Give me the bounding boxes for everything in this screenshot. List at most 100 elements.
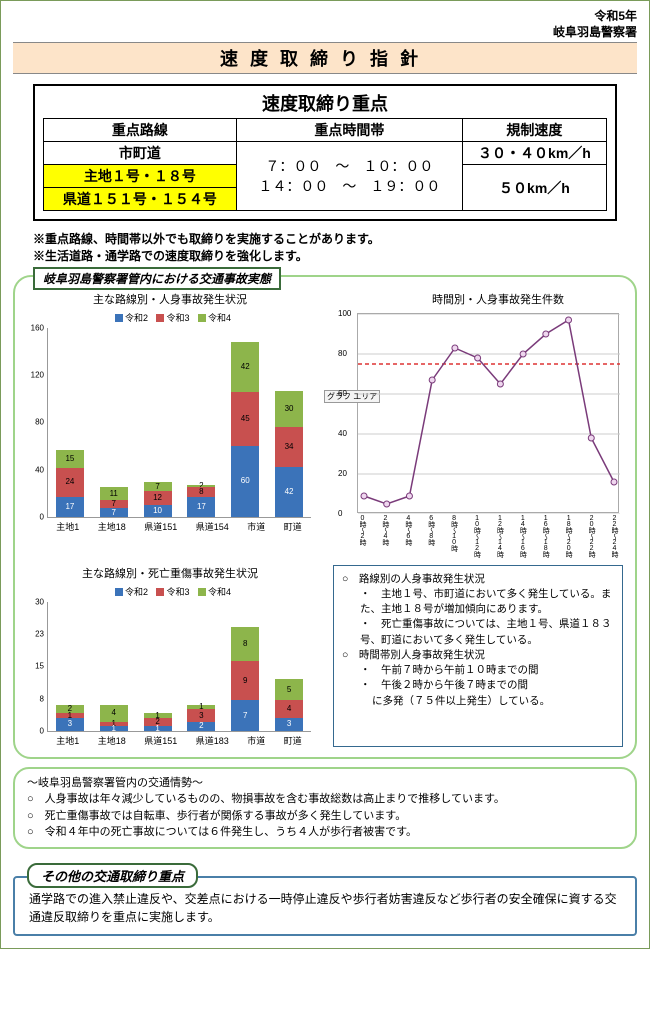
speed-1: ５０km／h — [462, 165, 606, 211]
stats-section: 岐阜羽島警察署管内における交通事故実態 主な路線別・人身事故発生状況 令和2 令… — [13, 275, 637, 759]
bar-seg-r4: 15 — [56, 450, 84, 468]
bullet-line: ○ 時間帯別人身事故発生状況 — [342, 648, 614, 663]
bar-seg-r2: 17 — [187, 497, 215, 517]
bullet-line: ○ 路線別の人身事故発生状況 — [342, 572, 614, 587]
linechart-xlabels: 0時〜2時2時〜4時4時〜6時6時〜8時8時〜10時10時〜12時12時〜14時… — [357, 515, 619, 557]
time-range: ７：００ 〜 １０：００ １４：００ 〜 １９：００ — [236, 142, 462, 211]
chart2-xlabels: 主地1主地18県道151県道183市道町道 — [47, 734, 311, 747]
speed-0: ３０・４０km／h — [462, 142, 606, 165]
time-x-label: 2時〜4時 — [380, 515, 390, 557]
legend-r3: 令和3 — [166, 587, 189, 597]
chart1-legend: 令和2 令和3 令和4 — [25, 311, 315, 324]
chart1-xlabels: 主地1主地18県道151県道154市道町道 — [47, 520, 311, 533]
x-label: 主地1 — [56, 520, 79, 533]
route-1: 主地１号・１８号 — [44, 165, 237, 188]
legend-sq-r3 — [156, 588, 164, 596]
bar-col: 345 — [275, 679, 303, 731]
col-speed: 規制速度 — [462, 119, 606, 142]
chart1-title: 主な路線別・人身事故発生状況 — [25, 291, 315, 307]
priority-box: 速度取締り重点 重点路線 重点時間帯 規制速度 市町道 ７：００ 〜 １０：００… — [33, 84, 617, 221]
legend-sq-r4 — [198, 588, 206, 596]
bar-col: 798 — [231, 627, 259, 731]
legend-sq-r2 — [115, 588, 123, 596]
bar-seg-r3: 3 — [187, 709, 215, 722]
bar-seg-r2: 1 — [100, 726, 128, 730]
chart-injury-by-route: 主な路線別・人身事故発生状況 令和2 令和3 令和4 04080120160 1… — [25, 291, 315, 557]
bar-seg-r3: 9 — [231, 661, 259, 700]
x-label: 主地18 — [98, 734, 126, 747]
bullet-line: ・ 死亡重傷事故については、主地１号、県道１８３号、町道において多く発生している… — [342, 617, 614, 647]
bar-col: 231 — [187, 705, 215, 731]
bar-col: 121 — [144, 713, 172, 730]
linechart-plot: グラフ エリア 020406080100 — [357, 313, 619, 513]
bar-seg-r2: 7 — [100, 508, 128, 516]
x-label: 町道 — [284, 520, 302, 533]
priority-table: 重点路線 重点時間帯 規制速度 市町道 ７：００ 〜 １０：００ １４：００ 〜… — [43, 118, 607, 211]
stats-title: 岐阜羽島警察署管内における交通事故実態 — [33, 267, 281, 290]
bar-seg-r4: 11 — [100, 487, 128, 500]
bullet-line: ・ 午前７時から午前１０時までの間 — [342, 663, 614, 678]
chart2-title: 主な路線別・死亡重傷事故発生状況 — [25, 565, 315, 581]
bullet-line: に多発（７５件以上発生）している。 — [342, 694, 614, 709]
chart-by-time: 時間別・人身事故発生件数 グラフ エリア 020406080100 0時〜2時 2… — [333, 291, 623, 557]
x-label: 県道154 — [196, 520, 229, 533]
legend-r2: 令和2 — [125, 313, 148, 323]
chart2-plot: 08152330 312114121231798345 — [47, 602, 311, 732]
x-label: 県道151 — [144, 520, 177, 533]
time-x-label: 22時〜24時 — [609, 515, 619, 557]
office-name: 岐阜羽島警察署 — [13, 25, 637, 41]
bar-seg-r3: 45 — [231, 392, 259, 445]
legend-r2: 令和2 — [125, 587, 148, 597]
bar-seg-r3: 4 — [275, 700, 303, 717]
bar-col: 114 — [100, 705, 128, 731]
priority-heading: 速度取締り重点 — [43, 90, 607, 116]
analysis-bullets: ○ 路線別の人身事故発生状況・ 主地１号、市町道において多く発生している。また、… — [333, 565, 623, 747]
bar-seg-r3: 34 — [275, 427, 303, 467]
bar-seg-r4: 7 — [144, 482, 172, 490]
bar-seg-r2: 3 — [275, 718, 303, 731]
col-time: 重点時間帯 — [236, 119, 462, 142]
bar-seg-r3: 12 — [144, 491, 172, 505]
time-x-label: 14時〜16時 — [517, 515, 527, 557]
legend-sq-r2 — [115, 314, 123, 322]
legend-r3: 令和3 — [166, 313, 189, 323]
x-label: 県道183 — [196, 734, 229, 747]
situation-heading: 〜岐阜羽島警察署管内の交通情勢〜 — [27, 775, 623, 792]
header-meta: 令和5年 岐阜羽島警察署 — [13, 9, 637, 40]
situation-line-1: ○ 死亡重傷事故では自転車、歩行者が関係する事故が多く発生しています。 — [27, 808, 623, 825]
traffic-situation: 〜岐阜羽島警察署管内の交通情勢〜 ○ 人身事故は年々減少しているものの、物損事故… — [13, 767, 637, 849]
time-x-label: 10時〜12時 — [472, 515, 482, 557]
time-x-label: 16時〜18時 — [540, 515, 550, 557]
bar-col: 312 — [56, 705, 84, 731]
page-title: 速度取締り指針 — [13, 42, 637, 74]
bar-seg-r2: 2 — [187, 722, 215, 731]
x-label: 県道151 — [144, 734, 177, 747]
linechart-title: 時間別・人身事故発生件数 — [373, 291, 623, 307]
legend-sq-r3 — [156, 314, 164, 322]
bar-seg-r2: 7 — [231, 700, 259, 730]
bar-seg-r4: 30 — [275, 391, 303, 427]
legend-r4: 令和4 — [208, 313, 231, 323]
bar-seg-r2: 60 — [231, 446, 259, 517]
bar-seg-r2: 42 — [275, 467, 303, 517]
note-0: ※重点路線、時間帯以外でも取締りを実施することがあります。 — [33, 231, 617, 248]
time-x-label: 8時〜10時 — [449, 515, 459, 557]
time-x-label: 0時〜2時 — [357, 515, 367, 557]
chart1-plot: 04080120160 1724157711101271782604542423… — [47, 328, 311, 518]
bar-seg-r4: 5 — [275, 679, 303, 701]
col-route: 重点路線 — [44, 119, 237, 142]
bar-seg-r2: 17 — [56, 497, 84, 517]
bar-seg-r3: 8 — [187, 487, 215, 497]
legend-sq-r4 — [198, 314, 206, 322]
bar-col: 423430 — [275, 391, 303, 517]
route-0: 市町道 — [44, 142, 237, 165]
bar-seg-r2: 3 — [56, 718, 84, 731]
bullet-line: ・ 主地１号、市町道において多く発生している。また、主地１８号が増加傾向にありま… — [342, 587, 614, 617]
chart-death-by-route: 主な路線別・死亡重傷事故発生状況 令和2 令和3 令和4 08152330 31… — [25, 565, 315, 747]
bar-col: 604542 — [231, 342, 259, 517]
bar-seg-r4: 42 — [231, 342, 259, 392]
legend-r4: 令和4 — [208, 587, 231, 597]
time-x-label: 20時〜22時 — [586, 515, 596, 557]
route-2: 県道１５１号・１５４号 — [44, 188, 237, 211]
time-x-label: 6時〜8時 — [426, 515, 436, 557]
